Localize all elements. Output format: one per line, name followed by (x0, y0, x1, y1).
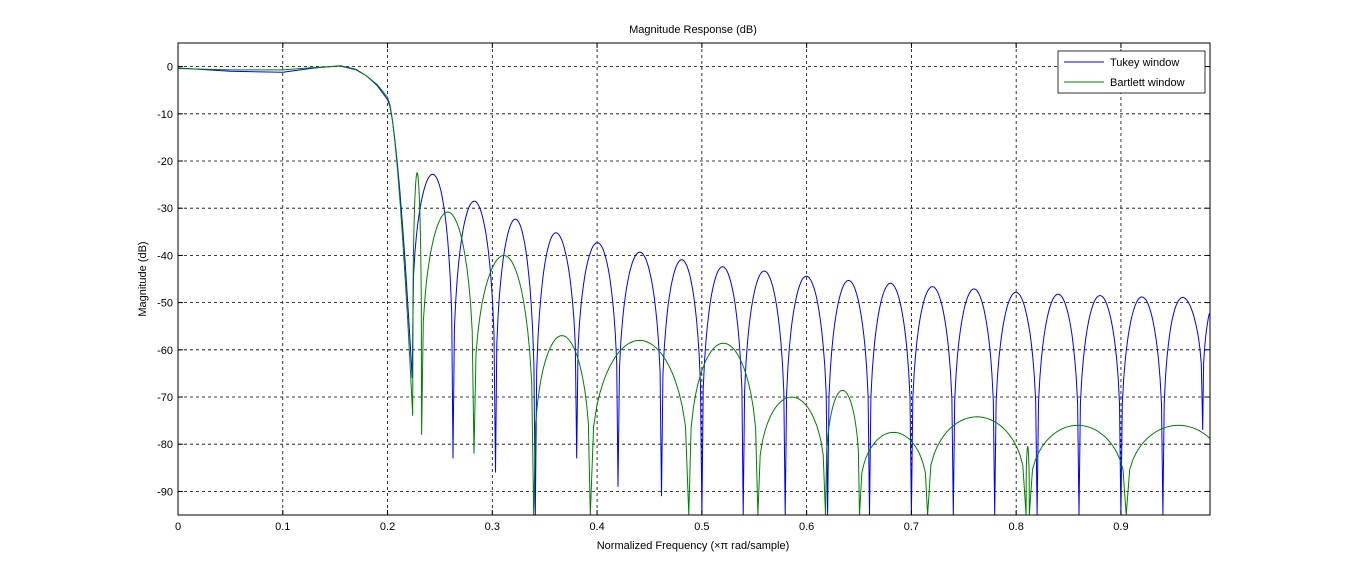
x-tick-label: 0.8 (1009, 521, 1024, 533)
axis-ticks: 0 0.1 0.2 0.3 0.4 0.5 0.6 0.7 0.8 0.9 0 -10 -20 -30 -4… (157, 43, 1210, 533)
y-tick-label: -30 (157, 203, 173, 215)
y-tick-label: -70 (157, 392, 173, 404)
legend-label-bartlett: Bartlett window (1110, 77, 1185, 89)
y-tick-label: -90 (157, 486, 173, 498)
legend-label-tukey: Tukey window (1110, 57, 1179, 69)
y-tick-label: -80 (157, 439, 173, 451)
plot-frame (177, 42, 1211, 516)
series-line-0 (177, 65, 1210, 516)
x-tick-label: 0.3 (485, 521, 500, 533)
x-tick-label: 0.9 (1113, 521, 1128, 533)
x-tick-label: 0.4 (589, 521, 604, 533)
x-tick-label: 0.6 (799, 521, 814, 533)
x-tick-label: 0.1 (275, 521, 290, 533)
x-tick-label: 0.7 (904, 521, 919, 533)
grid-lines (178, 43, 1210, 515)
y-tick-label: -20 (157, 156, 173, 168)
x-tick-label: 0.2 (380, 521, 395, 533)
series-lines (177, 65, 1211, 516)
y-tick-label: -10 (157, 109, 173, 121)
series-line-1 (177, 65, 1211, 516)
y-tick-label: -50 (157, 298, 173, 310)
y-axis-label: Magnitude (dB) (137, 241, 149, 316)
y-tick-label: -60 (157, 345, 173, 357)
y-tick-label: 0 (167, 62, 173, 74)
x-tick-label: 0 (175, 521, 181, 533)
chart-title: Magnitude Response (dB) (629, 24, 757, 36)
y-tick-label: -40 (157, 250, 173, 262)
x-axis-label: Normalized Frequency (×π rad/sample) (597, 540, 790, 552)
x-tick-label: 0.5 (694, 521, 709, 533)
legend: Tukey window Bartlett window (1057, 50, 1206, 94)
legend-box (1057, 50, 1206, 94)
